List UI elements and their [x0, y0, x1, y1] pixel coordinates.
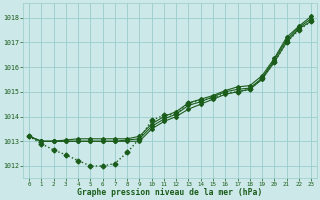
X-axis label: Graphe pression niveau de la mer (hPa): Graphe pression niveau de la mer (hPa) — [77, 188, 263, 197]
